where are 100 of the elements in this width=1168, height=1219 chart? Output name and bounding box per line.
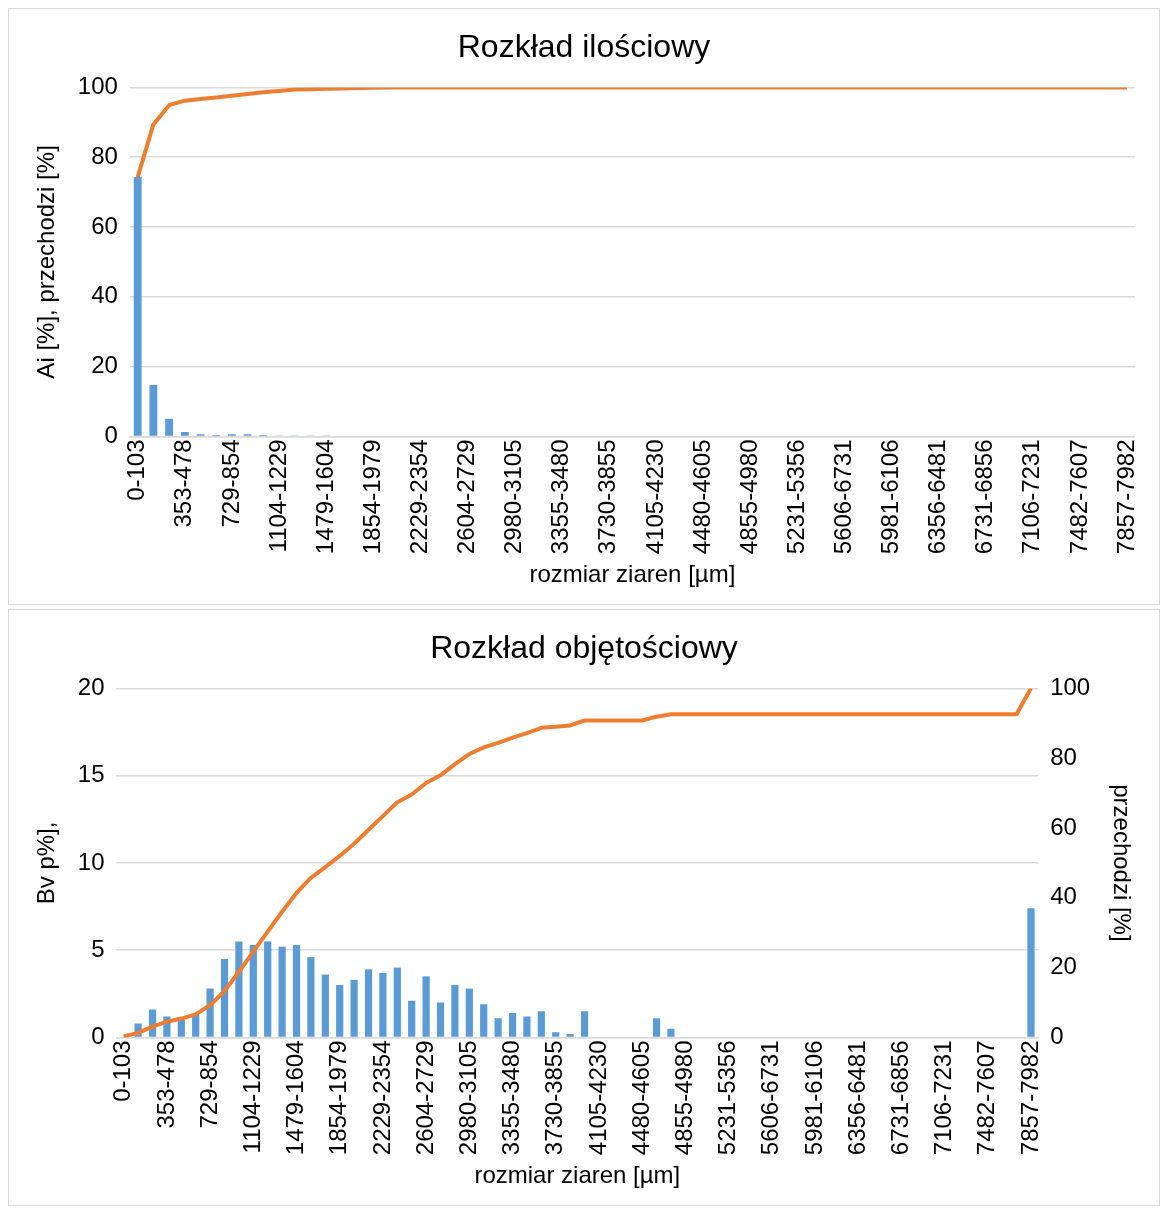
x-tick-label: 4105-4230	[640, 439, 668, 555]
y2-tick-label: 20	[1050, 952, 1077, 980]
y-tick-label: 20	[91, 351, 118, 379]
x-tick-label: 6731-6856	[885, 1040, 913, 1156]
x-tick-label: 353-478	[169, 439, 197, 528]
x-tick-label: 0-103	[122, 439, 150, 501]
bar	[480, 1004, 488, 1037]
bar	[192, 1014, 200, 1037]
x-tick-label: 2980-3105	[453, 1040, 481, 1156]
x-tick-label: 5231-5356	[713, 1040, 741, 1156]
bar	[364, 969, 373, 1037]
x-tick-label: 5606-6731	[829, 439, 856, 555]
bar	[652, 1018, 661, 1037]
bar	[537, 1011, 545, 1037]
bar	[149, 385, 158, 436]
x-tick-label: 5231-5356	[781, 439, 809, 555]
x-tick-label: 6731-6856	[970, 439, 998, 555]
y-tick-label: 80	[91, 141, 118, 169]
x-tick-label: 7106-7231	[1017, 439, 1045, 555]
x-tick-label: 2229-2354	[404, 439, 432, 555]
x-tick-label: 7106-7231	[929, 1040, 957, 1156]
x-axis-title: rozmiar ziaren [µm]	[529, 560, 736, 588]
x-tick-label: 5606-6731	[756, 1040, 784, 1156]
y2-tick-label: 60	[1050, 812, 1077, 840]
y-tick-label: 15	[77, 760, 105, 788]
bar	[494, 1018, 502, 1037]
bar	[393, 967, 401, 1037]
y-tick-label: 20	[77, 673, 105, 701]
bar	[408, 1000, 416, 1037]
x-tick-label: 1104-1229	[237, 1040, 265, 1154]
bar	[177, 1019, 185, 1037]
x-tick-label: 6356-6481	[923, 439, 951, 555]
bar	[566, 1033, 574, 1037]
x-tick-label: 4855-4980	[669, 1040, 697, 1156]
bar	[180, 431, 189, 436]
y-axis-title: Bv p%],	[32, 821, 60, 905]
bar	[336, 985, 344, 1037]
y2-tick-label: 100	[1050, 673, 1091, 701]
x-tick-label: 2229-2354	[367, 1040, 395, 1156]
bar	[580, 1011, 589, 1037]
x-tick-label: 1479-1604	[310, 439, 338, 555]
bar	[350, 979, 358, 1037]
x-tick-label: 2980-3105	[499, 439, 527, 555]
chart-title: Rozkład objętościowy	[430, 629, 738, 666]
bar	[422, 976, 430, 1037]
y-tick-label: 0	[91, 1022, 105, 1050]
x-tick-label: 1479-1604	[281, 1040, 309, 1156]
x-tick-label: 7857-7982	[1015, 1040, 1043, 1156]
x-axis-title: rozmiar ziaren [µm]	[474, 1161, 681, 1189]
x-tick-label: 4105-4230	[583, 1040, 611, 1156]
x-tick-label: 4480-4605	[687, 439, 715, 555]
bar	[508, 1013, 517, 1037]
x-tick-label: 1854-1979	[357, 439, 385, 555]
bar	[523, 1016, 531, 1037]
x-tick-label: 6356-6481	[842, 1040, 870, 1156]
y-axis-title: Ai [%], przechodzi [%]	[32, 145, 60, 379]
x-tick-label: 5981-6106	[876, 439, 904, 555]
bar	[321, 974, 329, 1037]
bar	[307, 957, 315, 1037]
x-tick-label: 0-103	[108, 1040, 136, 1102]
bar	[379, 972, 387, 1037]
chart-title: Rozkład ilościowy	[457, 28, 711, 65]
bar	[292, 944, 301, 1037]
y2-axis-title: przechodzi [%]	[1108, 784, 1136, 942]
bar	[1027, 908, 1035, 1037]
y-tick-label: 0	[104, 421, 118, 449]
x-tick-label: 3355-3480	[497, 1040, 525, 1156]
bar	[465, 988, 473, 1037]
x-tick-label: 5981-6106	[799, 1040, 827, 1156]
bar	[249, 944, 257, 1037]
x-tick-label: 2604-2729	[452, 439, 480, 555]
x-tick-label: 729-854	[216, 439, 244, 528]
y2-tick-label: 80	[1050, 742, 1077, 770]
x-tick-label: 353-478	[151, 1040, 179, 1129]
x-tick-label: 3355-3480	[546, 439, 574, 555]
bar	[451, 985, 459, 1037]
y-tick-label: 40	[91, 281, 118, 309]
y2-tick-label: 40	[1050, 882, 1077, 910]
x-tick-label: 7482-7607	[972, 1040, 1000, 1156]
x-tick-label: 729-854	[194, 1040, 222, 1129]
x-tick-label: 3730-3855	[540, 1040, 568, 1156]
x-tick-label: 4855-4980	[734, 439, 762, 555]
y-tick-label: 5	[91, 934, 105, 962]
bar	[278, 946, 286, 1037]
x-tick-label: 1854-1979	[324, 1040, 352, 1156]
bar	[235, 941, 243, 1037]
bar	[264, 941, 272, 1037]
x-tick-label: 1104-1229	[263, 439, 291, 553]
y-tick-label: 60	[91, 211, 118, 239]
y-tick-label: 10	[77, 847, 105, 875]
bar	[552, 1032, 560, 1037]
bar	[667, 1028, 675, 1037]
x-tick-label: 4480-4605	[626, 1040, 654, 1156]
y-tick-label: 100	[77, 72, 118, 100]
x-tick-label: 7857-7982	[1111, 439, 1139, 555]
x-tick-label: 3730-3855	[593, 439, 621, 555]
bar	[220, 958, 229, 1037]
x-tick-label: 7482-7607	[1064, 439, 1092, 555]
bar	[165, 418, 174, 436]
bar	[133, 177, 142, 436]
